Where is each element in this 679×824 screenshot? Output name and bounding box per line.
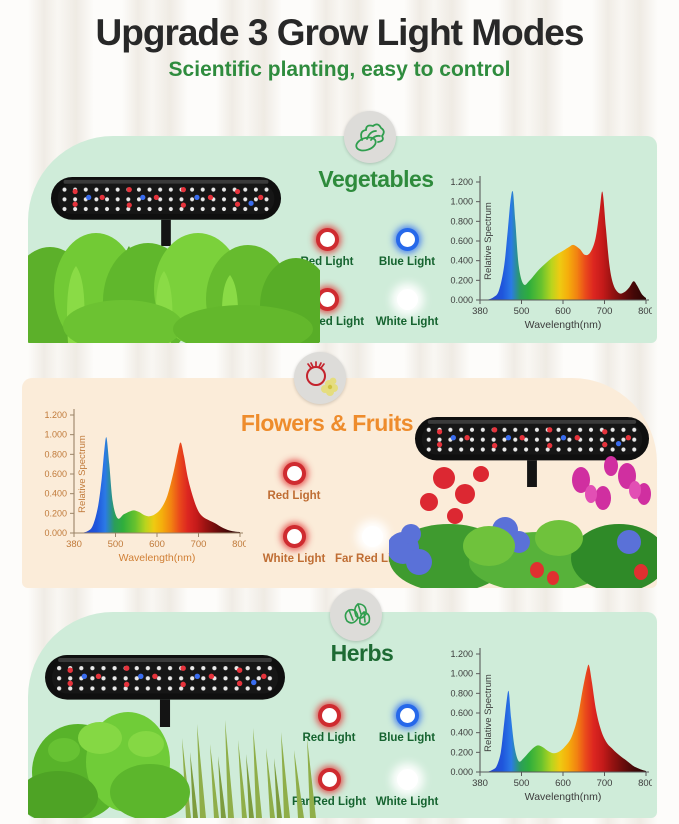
svg-text:0.000: 0.000: [450, 767, 473, 777]
section-herbs: Herbs Red Light Blue Light Far Red Light Wh…: [28, 589, 657, 818]
red-light-dot: [317, 704, 341, 727]
light-mode-label: Red Light: [267, 490, 321, 502]
section-flowers-fruits: Flowers & Fruits Red Light White Light Far…: [22, 352, 657, 588]
light-mode-red: White Light: [255, 523, 333, 579]
svg-text:380: 380: [472, 306, 488, 317]
svg-text:0.600: 0.600: [450, 708, 473, 718]
page-title: Upgrade 3 Grow Light Modes: [95, 12, 585, 53]
svg-text:Wavelength(nm): Wavelength(nm): [525, 319, 602, 331]
light-mode-label: Blue Light: [378, 256, 436, 268]
svg-text:0.000: 0.000: [450, 295, 473, 305]
white-light-dot: [361, 526, 383, 547]
flowers-spectrum-chart: 0.000 0.200 0.400 0.600 0.800 1.000 1.200 380 50…: [30, 403, 246, 575]
svg-text:1.000: 1.000: [450, 197, 473, 207]
svg-text:1.200: 1.200: [450, 177, 473, 187]
section-title-vegetables: Vegetables: [318, 166, 434, 192]
flowers-plants-photo: [389, 456, 657, 588]
svg-text:0.800: 0.800: [44, 449, 67, 459]
svg-text:1.000: 1.000: [44, 430, 67, 440]
svg-text:500: 500: [108, 539, 124, 550]
light-mode-label: White Light: [262, 553, 326, 565]
flowers-fruits-badge: [294, 352, 346, 404]
light-mode-white: White Light: [368, 766, 446, 822]
svg-text:0.600: 0.600: [44, 469, 67, 479]
svg-text:600: 600: [555, 306, 571, 317]
svg-text:800: 800: [638, 778, 652, 789]
svg-text:0.800: 0.800: [450, 688, 473, 698]
svg-text:600: 600: [555, 778, 571, 789]
svg-text:380: 380: [472, 778, 488, 789]
blue-light-dot: [395, 228, 419, 251]
section-title-flowers-fruits: Flowers & Fruits: [240, 410, 414, 436]
herbs-spectrum-chart: 0.000 0.200 0.400 0.600 0.800 1.000 1.200 380 50…: [436, 642, 652, 814]
svg-text:1.200: 1.200: [44, 410, 67, 420]
white-light-dot: [396, 769, 418, 790]
red-light-dot: [317, 768, 341, 791]
red-light-dot: [315, 228, 339, 251]
vegetables-spectrum-chart: 0.000 0.200 0.400 0.600 0.800 1.000 1.200 380 50…: [436, 170, 652, 342]
svg-text:Wavelength(nm): Wavelength(nm): [525, 791, 602, 803]
light-mode-label: White Light: [375, 796, 439, 808]
lettuce-plants-photo: [28, 233, 320, 343]
blue-light-dot: [395, 704, 419, 727]
mint-leaves-icon: [344, 603, 371, 626]
svg-text:Wavelength(nm): Wavelength(nm): [119, 552, 196, 564]
page-subtitle: Scientific planting, easy to control: [168, 58, 511, 81]
flowers-light-modes: Red Light White Light Far Red Light: [255, 460, 411, 579]
herbs-plants-photo: [28, 712, 316, 818]
section-vegetables: Vegetables Red Light Blue Light Far Red Li…: [28, 111, 657, 343]
svg-text:0.200: 0.200: [450, 747, 473, 757]
svg-text:Relative Spectrum: Relative Spectrum: [483, 674, 494, 752]
svg-text:Relative Spectrum: Relative Spectrum: [77, 435, 88, 513]
light-mode-label: White Light: [375, 316, 439, 328]
light-mode-red: Red Light: [290, 702, 368, 758]
svg-text:500: 500: [514, 306, 530, 317]
svg-text:0.200: 0.200: [44, 508, 67, 518]
svg-text:0.200: 0.200: [450, 275, 473, 285]
svg-text:0.400: 0.400: [44, 489, 67, 499]
vegetables-light-modes: Red Light Blue Light Far Red Light White Li…: [287, 226, 447, 342]
vegetables-badge: [344, 111, 396, 163]
svg-text:700: 700: [597, 778, 613, 789]
svg-text:700: 700: [191, 539, 207, 550]
svg-text:0.400: 0.400: [450, 256, 473, 266]
svg-text:1.000: 1.000: [450, 669, 473, 679]
svg-text:800: 800: [232, 539, 246, 550]
light-mode-label: Red Light: [302, 732, 356, 744]
svg-text:0.400: 0.400: [450, 728, 473, 738]
svg-text:Relative Spectrum: Relative Spectrum: [483, 202, 494, 280]
tomato-flower-icon: [306, 361, 338, 396]
red-light-dot: [282, 525, 306, 548]
svg-text:800: 800: [638, 306, 652, 317]
svg-text:1.200: 1.200: [450, 649, 473, 659]
light-mode-blue: Blue Light: [368, 702, 446, 758]
svg-text:0.600: 0.600: [450, 236, 473, 246]
white-light-dot: [396, 289, 418, 310]
section-title-herbs: Herbs: [330, 640, 394, 666]
light-mode-red: Red Light: [255, 460, 333, 516]
svg-text:600: 600: [149, 539, 165, 550]
light-mode-blue: Blue Light: [367, 226, 447, 282]
svg-text:0.000: 0.000: [44, 528, 67, 538]
lettuce-icon: [355, 123, 385, 152]
herbs-badge: [330, 589, 382, 641]
svg-text:700: 700: [597, 306, 613, 317]
svg-text:380: 380: [66, 539, 82, 550]
svg-text:500: 500: [514, 778, 530, 789]
svg-text:0.800: 0.800: [450, 216, 473, 226]
light-mode-white: White Light: [367, 286, 447, 342]
red-light-dot: [282, 462, 306, 485]
light-mode-label: Blue Light: [378, 732, 436, 744]
